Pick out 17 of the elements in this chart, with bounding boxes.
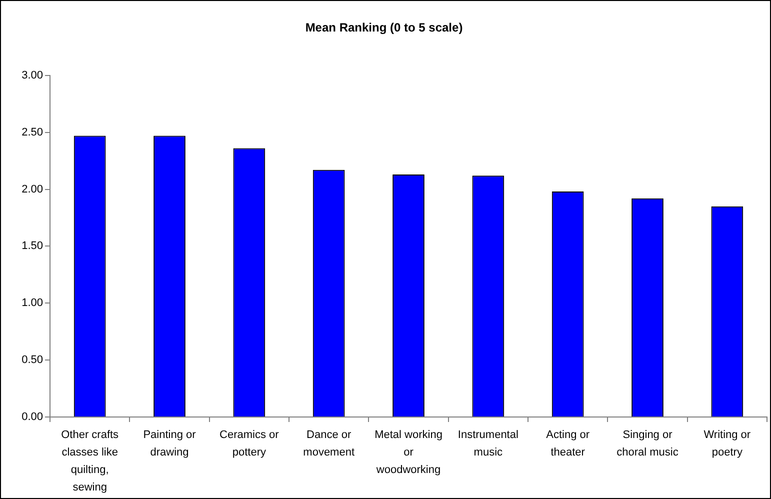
y-tick-label: 2.00 — [22, 183, 43, 196]
x-tick-label: Instrumental music — [458, 428, 518, 458]
y-tick-label: 1.00 — [22, 297, 43, 310]
chart-title: Mean Ranking (0 to 5 scale) — [305, 20, 463, 35]
x-tick-label: Singing or choral music — [616, 428, 679, 458]
y-tick-label: 3.00 — [22, 69, 43, 82]
x-tick-label: Other crafts classes like quilting, sewing — [61, 428, 120, 494]
x-tick-label: Writing or poetry — [704, 428, 751, 458]
x-tick-label: Acting or theater — [546, 428, 590, 458]
y-tick-label: 1.50 — [22, 240, 43, 252]
y-tick-label: 0.50 — [22, 354, 43, 366]
x-tick-label: Metal working or woodworking — [374, 428, 442, 476]
x-tick-label: Dance or movement — [303, 428, 355, 458]
y-tick-label: 0.00 — [22, 411, 43, 424]
x-tick-label: Ceramics or pottery — [220, 428, 280, 458]
x-tick-label: Painting or drawing — [143, 428, 196, 458]
y-tick-label: 2.50 — [22, 126, 43, 138]
